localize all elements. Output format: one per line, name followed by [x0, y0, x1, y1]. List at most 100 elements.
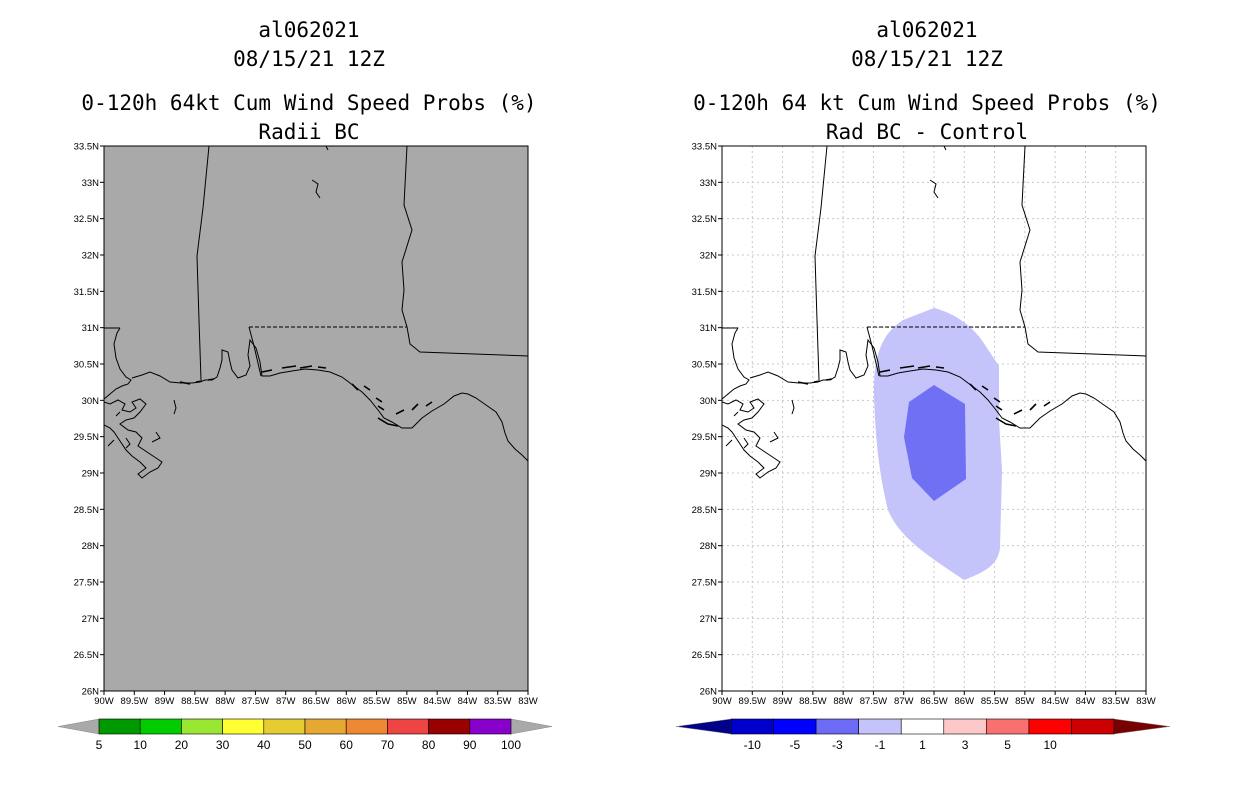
colorbar-segment — [900, 718, 945, 735]
right-storm-id: al062021 — [876, 18, 978, 42]
lat-label: 33N — [82, 178, 100, 189]
colorbar-segment — [1028, 718, 1072, 735]
left-coastlines — [104, 146, 528, 479]
lon-label: 90W — [712, 696, 732, 707]
lat-label: 26N — [700, 687, 718, 698]
lat-label: 28N — [700, 541, 718, 552]
colorbar-label: -10 — [744, 738, 762, 752]
lat-label: 31.5N — [692, 287, 717, 298]
lon-label: 86W — [337, 696, 357, 707]
colorbar-segment — [986, 718, 1030, 735]
lon-label: 88.5W — [799, 696, 826, 707]
colorbar-label: 5 — [1004, 738, 1011, 752]
lat-label: 30N — [82, 396, 100, 407]
lon-label: 87.5W — [242, 696, 269, 707]
lat-label: 29N — [82, 469, 100, 480]
colorbar-segment — [222, 718, 265, 735]
colorbar-segment — [943, 718, 987, 735]
lat-label: 32.5N — [692, 214, 717, 225]
lon-label: 88W — [833, 696, 853, 707]
lat-label: 28N — [82, 541, 100, 552]
lon-label: 89.5W — [739, 696, 766, 707]
colorbar-segment — [469, 718, 512, 735]
right-map: 33.5N 33N 32.5N 32N 31.5N 31N 30.5N 30N 29.5N 29N… — [692, 142, 1156, 708]
left-map-background — [104, 146, 528, 691]
colorbar-segment — [139, 718, 182, 735]
colorbar-under-arrow — [675, 718, 732, 735]
right-probability-contours — [873, 308, 1002, 580]
colorbar-segment — [387, 718, 429, 735]
colorbar-segment — [98, 718, 141, 735]
right-datetime: 08/15/21 12Z — [851, 47, 1003, 71]
lon-label: 87W — [894, 696, 914, 707]
lat-label: 29.5N — [74, 432, 99, 443]
lat-label: 27.5N — [74, 578, 99, 589]
colorbar-label: 40 — [257, 738, 271, 752]
colorbar-under-arrow — [57, 718, 100, 735]
inland-water — [929, 146, 947, 199]
colorbar-segment — [345, 718, 388, 735]
lon-label: 86.5W — [920, 696, 947, 707]
lon-label: 83W — [1136, 696, 1156, 707]
lat-label: 27.5N — [692, 578, 717, 589]
lat-label: 31.5N — [74, 287, 99, 298]
colorbar-segment — [181, 718, 223, 735]
barrier-islands — [179, 365, 433, 427]
lat-label: 30N — [700, 396, 718, 407]
contour-fill-minus5-to-minus3 — [904, 385, 966, 501]
colorbar-label: -5 — [789, 738, 800, 752]
right-product-title: 0-120h 64 kt Cum Wind Speed Probs (%) — [693, 91, 1161, 115]
left-axis-labels: 33.5N 33N 32.5N 32N 31.5N 31N 30.5N 30N 29.5N 29N… — [74, 142, 538, 708]
lat-label: 30.5N — [74, 360, 99, 371]
colorbar-segment — [773, 718, 817, 735]
left-product-title: 0-120h 64kt Cum Wind Speed Probs (%) — [81, 91, 537, 115]
lat-label: 26.5N — [74, 650, 99, 661]
colorbar-label: 10 — [1043, 738, 1057, 752]
lat-label: 26N — [82, 687, 100, 698]
lon-label: 84W — [458, 696, 478, 707]
colorbar-label: 90 — [463, 738, 477, 752]
lat-label: 33.5N — [74, 142, 99, 153]
lon-label: 84.5W — [423, 696, 450, 707]
colorbar-over-arrow — [510, 718, 553, 735]
colorbar-label: 100 — [501, 738, 521, 752]
lon-label: 89.5W — [121, 696, 148, 707]
left-subtitle: Radii BC — [258, 120, 360, 144]
delta-coastline — [104, 398, 177, 479]
lat-label: 33.5N — [692, 142, 717, 153]
lat-label: 27N — [700, 614, 718, 625]
right-colorbar: -10 -5 -3 -1 1 3 5 10 — [675, 718, 1171, 752]
lat-label: 32.5N — [74, 214, 99, 225]
lat-label: 33N — [700, 178, 718, 189]
lon-label: 84.5W — [1041, 696, 1068, 707]
left-map: 33.5N 33N 32.5N 32N 31.5N 31N 30.5N 30N 29.5N 29N… — [74, 142, 538, 708]
lon-label: 85W — [1015, 696, 1035, 707]
colorbar-label: 20 — [175, 738, 189, 752]
right-coastlines — [722, 146, 1146, 479]
lon-label: 87.5W — [860, 696, 887, 707]
lat-label: 32N — [82, 251, 100, 262]
lat-label: 31N — [82, 323, 100, 334]
colorbar-label: 80 — [422, 738, 436, 752]
state-boundary — [196, 146, 528, 381]
lon-label: 86.5W — [302, 696, 329, 707]
colorbar-segment — [858, 718, 902, 735]
colorbar-segment — [1071, 718, 1115, 735]
lat-label: 26.5N — [692, 650, 717, 661]
lon-label: 83.5W — [484, 696, 511, 707]
lon-label: 85W — [397, 696, 417, 707]
colorbar-label: 50 — [298, 738, 312, 752]
colorbar-segment — [304, 718, 347, 735]
colorbar-segment — [428, 718, 471, 735]
delta-coastline — [722, 398, 795, 479]
lon-label: 86W — [955, 696, 975, 707]
right-subtitle: Rad BC - Control — [825, 120, 1029, 144]
lon-label: 83.5W — [1102, 696, 1129, 707]
lat-label: 31N — [700, 323, 718, 334]
colorbar-label: 1 — [919, 738, 926, 752]
lat-label: 28.5N — [74, 505, 99, 516]
colorbar-over-arrow — [1113, 718, 1171, 735]
left-colorbar: 5 10 20 30 40 50 60 70 80 90 100 — [57, 718, 553, 752]
lat-label: 30.5N — [692, 360, 717, 371]
